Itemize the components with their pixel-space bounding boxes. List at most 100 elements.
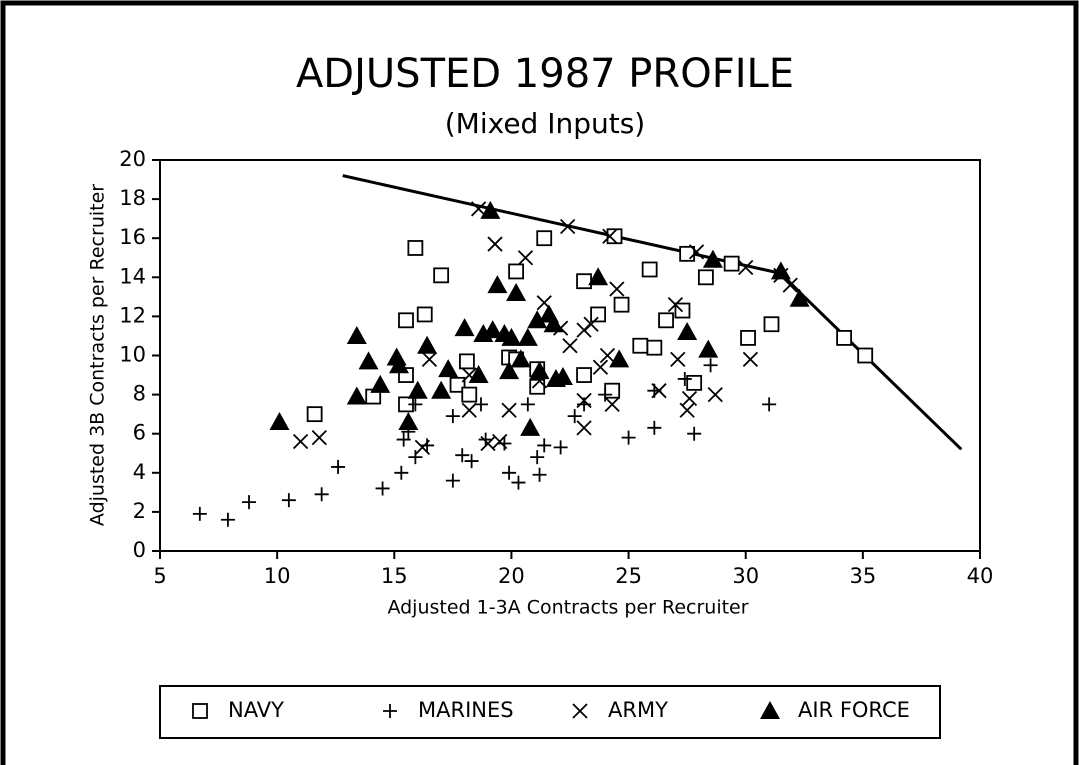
chart-subtitle: (Mixed Inputs)	[445, 107, 645, 140]
point	[658, 312, 674, 329]
point	[567, 409, 582, 424]
y-tick-label: 12	[119, 303, 146, 327]
point	[621, 430, 636, 445]
y-tick-label: 10	[119, 343, 146, 367]
point	[331, 459, 346, 474]
legend-marker	[192, 703, 208, 719]
point	[647, 420, 662, 435]
point	[592, 359, 609, 375]
y-tick-label: 2	[133, 499, 146, 523]
point	[723, 255, 740, 272]
point	[604, 382, 621, 399]
point	[414, 439, 431, 456]
x-tick-label: 30	[732, 564, 759, 588]
point	[707, 386, 723, 403]
point	[506, 282, 527, 301]
point	[576, 392, 592, 409]
point	[510, 349, 531, 368]
legend-marker	[383, 704, 397, 718]
legend-label: AIR FORCE	[798, 698, 910, 722]
point	[576, 420, 592, 436]
point	[449, 376, 466, 393]
point	[543, 314, 564, 333]
point	[501, 327, 522, 346]
point	[667, 297, 684, 313]
point	[497, 436, 512, 451]
point	[641, 261, 658, 278]
x-tick-label: 10	[264, 564, 291, 588]
point	[220, 512, 235, 527]
point	[461, 386, 478, 403]
point	[688, 244, 705, 260]
point	[311, 429, 327, 446]
point	[242, 495, 257, 510]
point	[698, 339, 719, 358]
point	[408, 450, 423, 465]
y-tick-label: 14	[119, 264, 146, 288]
point	[520, 397, 535, 412]
legend-label: MARINES	[418, 698, 514, 722]
x-tick-label: 25	[615, 564, 642, 588]
legend-marker	[760, 701, 780, 719]
chart-title: ADJUSTED 1987 PROFILE	[296, 51, 794, 97]
point	[487, 236, 503, 252]
x-tick-label: 40	[967, 564, 994, 588]
point	[613, 296, 630, 313]
y-tick-label: 20	[119, 147, 146, 171]
point	[370, 374, 391, 393]
point	[789, 288, 810, 307]
x-axis-label: Adjusted 1-3A Contracts per Recruiter	[387, 597, 748, 619]
point	[407, 380, 428, 399]
point	[445, 409, 460, 424]
point	[583, 316, 599, 332]
point	[679, 245, 696, 262]
point	[562, 338, 578, 354]
point	[408, 397, 423, 412]
point	[703, 358, 718, 373]
point	[681, 390, 698, 407]
point	[388, 355, 409, 374]
point	[517, 250, 534, 266]
point	[416, 306, 433, 323]
point	[482, 320, 503, 339]
point	[431, 380, 452, 399]
point	[281, 493, 296, 508]
point	[609, 349, 630, 368]
frontier-line	[342, 174, 963, 451]
point	[407, 240, 424, 256]
legend-box	[159, 685, 941, 739]
point	[697, 269, 714, 286]
point	[686, 374, 703, 391]
point	[609, 281, 625, 297]
point	[346, 386, 367, 405]
point	[576, 273, 592, 290]
y-tick-label: 0	[133, 538, 146, 562]
point	[687, 426, 702, 441]
point	[445, 473, 460, 488]
y-axis-label: Adjusted 3B Contracts per Recruiter	[87, 184, 109, 526]
point	[536, 230, 553, 247]
point	[604, 396, 620, 413]
x-tick-label: 15	[381, 564, 408, 588]
point	[358, 351, 379, 370]
point	[420, 438, 435, 453]
point	[606, 228, 623, 245]
point	[459, 353, 475, 370]
point	[292, 433, 309, 450]
point	[560, 218, 576, 235]
y-tick-label: 6	[133, 421, 146, 445]
point	[480, 200, 501, 219]
point	[487, 275, 508, 294]
point	[438, 359, 459, 378]
point	[464, 454, 479, 469]
legend-marker	[572, 703, 588, 719]
y-tick-label: 8	[133, 382, 146, 406]
point	[590, 306, 607, 323]
point	[520, 417, 541, 436]
point	[269, 411, 290, 430]
point	[192, 506, 207, 521]
y-tick-label: 18	[119, 186, 146, 210]
point	[742, 351, 759, 368]
